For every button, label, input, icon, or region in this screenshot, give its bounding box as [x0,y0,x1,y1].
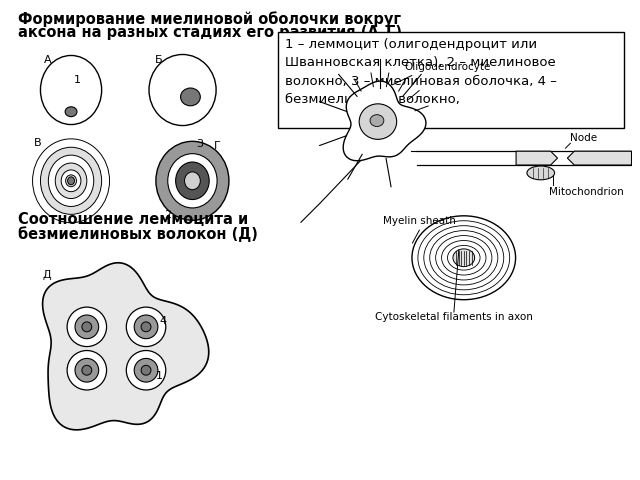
Ellipse shape [180,88,200,106]
Text: 2: 2 [164,210,172,220]
Ellipse shape [33,139,109,223]
Text: В: В [33,138,41,148]
Ellipse shape [141,322,151,332]
Text: 3: 3 [196,139,204,149]
Polygon shape [568,151,632,165]
Ellipse shape [67,350,107,390]
Ellipse shape [65,107,77,117]
Ellipse shape [68,177,74,185]
Polygon shape [343,81,426,161]
Text: Соотношение леммоцита и: Соотношение леммоцита и [18,212,248,228]
Ellipse shape [82,322,92,332]
Ellipse shape [134,359,158,382]
Ellipse shape [40,56,102,124]
Ellipse shape [49,155,93,206]
FancyBboxPatch shape [278,32,623,128]
Text: Б: Б [155,56,163,65]
Ellipse shape [75,315,99,339]
Ellipse shape [61,170,81,192]
Ellipse shape [126,350,166,390]
Ellipse shape [453,249,475,267]
Text: Mitochondrion: Mitochondrion [548,187,623,197]
Text: А: А [44,56,51,65]
Text: 1: 1 [74,75,81,85]
Ellipse shape [527,166,555,180]
Text: Oligodendrocyte: Oligodendrocyte [404,62,491,72]
Ellipse shape [75,359,99,382]
Ellipse shape [134,315,158,339]
Ellipse shape [149,55,216,126]
Ellipse shape [175,162,209,200]
Text: Cytoskeletal filaments in axon: Cytoskeletal filaments in axon [375,312,533,322]
Ellipse shape [156,141,229,220]
Text: 1 – леммоцит (олигодендроцит или
Шванновская клетка), 2 – миелиновое
волокно, 3 : 1 – леммоцит (олигодендроцит или Шваннов… [285,38,557,106]
Ellipse shape [370,115,384,127]
Ellipse shape [55,163,87,199]
Ellipse shape [412,216,516,300]
Polygon shape [43,263,209,430]
Text: 4: 4 [160,316,167,326]
Ellipse shape [359,104,397,139]
Ellipse shape [141,365,151,375]
Ellipse shape [67,307,107,347]
Ellipse shape [82,365,92,375]
Text: Формирование миелиновой оболочки вокруг: Формирование миелиновой оболочки вокруг [18,11,401,27]
Text: Д: Д [42,270,51,280]
Text: аксона на разных стадиях его развития (А–Г): аксона на разных стадиях его развития (А… [18,25,402,40]
Polygon shape [516,151,557,165]
Ellipse shape [40,147,102,215]
Text: безмиелиновых волокон (Д): безмиелиновых волокон (Д) [18,226,258,242]
Text: Myelin sheath: Myelin sheath [383,216,456,226]
Ellipse shape [168,154,217,208]
Ellipse shape [66,175,76,187]
Text: Г: Г [214,141,221,151]
Text: Node: Node [570,133,598,144]
Ellipse shape [184,172,200,190]
Ellipse shape [126,307,166,347]
Text: 1: 1 [156,371,163,381]
